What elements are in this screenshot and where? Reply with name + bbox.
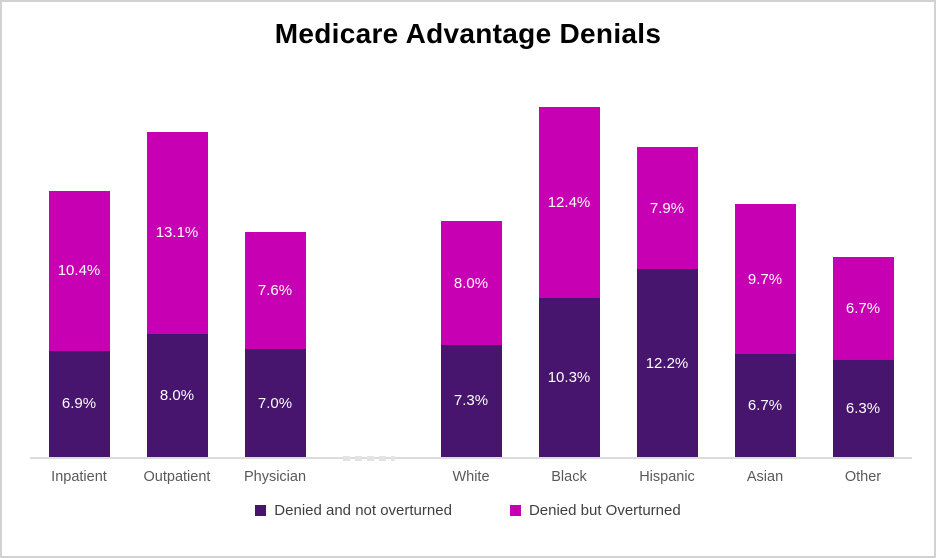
bar-slot: 6.7% 9.7% [716,82,814,457]
plot-slots: 6.9% 10.4% 8.0% 13.1% 7.0% 7.6% 7.3% 8.0% 10.3% 1… [30,82,912,461]
faint-axis-artifact [342,456,395,461]
legend-item-denied-not-overturned: Denied and not overturned [255,502,452,519]
segment-denied-not-overturned: 6.9% [48,350,110,457]
bar-slot: 6.9% 10.4% [30,82,128,457]
bar-value-label: 13.1% [155,224,199,242]
bar-value-label: 8.0% [159,386,195,404]
bar-value-label: 7.3% [453,392,489,410]
bar-slot: 10.3% 12.4% [520,82,618,457]
segment-denied-not-overturned: 7.0% [244,349,306,457]
bar-value-label: 6.3% [845,399,881,417]
x-axis-labels: Inpatient Outpatient Physician White Black Hi… [30,459,912,485]
legend: Denied and not overturned Denied but Ove… [2,502,934,519]
chart-title: Medicare Advantage Denials [274,18,662,49]
segment-denied-not-overturned: 12.2% [636,269,698,457]
segment-denied-overturned: 10.4% [48,190,110,351]
stacked-bar: 7.0% 7.6% [244,232,306,457]
bar-value-label: 12.4% [547,194,591,212]
x-axis-label: Asian [746,469,784,485]
segment-denied-not-overturned: 8.0% [146,333,208,457]
bar-value-label: 7.9% [649,199,685,217]
x-axis-label: White [452,469,490,485]
segment-denied-overturned: 6.7% [832,256,894,360]
category-spacer [324,82,422,461]
stacked-bar: 10.3% 12.4% [538,107,600,457]
bar-value-label: 6.9% [61,395,97,413]
x-axis-label: Outpatient [143,469,211,485]
stacked-bar: 7.3% 8.0% [440,221,502,457]
stacked-bar: 6.7% 9.7% [734,204,796,457]
bar-value-label: 10.3% [547,369,591,387]
x-axis-label: Physician [243,469,307,485]
bar-slot: 12.2% 7.9% [618,82,716,457]
legend-swatch-denied-not-overturned-icon [255,505,267,516]
segment-denied-overturned: 12.4% [538,107,600,299]
bar-value-label: 7.6% [257,282,293,300]
bar-value-label: 10.4% [57,262,101,280]
bar-value-label: 12.2% [645,354,689,372]
stacked-bar: 6.9% 10.4% [48,190,110,457]
stacked-bar: 6.3% 6.7% [832,256,894,457]
stacked-bar: 12.2% 7.9% [636,147,698,457]
x-axis-label: Hispanic [639,469,695,485]
bar-value-label: 9.7% [747,270,783,288]
bar-slot: 7.3% 8.0% [422,82,520,457]
bar-value-label: 8.0% [453,274,489,292]
segment-denied-overturned: 8.0% [440,221,502,345]
bar-value-label: 6.7% [845,299,881,317]
segment-denied-not-overturned: 6.7% [734,353,796,457]
bar-slot: 6.3% 6.7% [814,82,912,457]
bar-value-label: 6.7% [747,396,783,414]
segment-denied-overturned: 7.9% [636,147,698,270]
stacked-bar: 8.0% 13.1% [146,132,208,457]
segment-denied-overturned: 9.7% [734,204,796,354]
legend-item-denied-overturned: Denied but Overturned [509,502,681,519]
segment-denied-overturned: 13.1% [146,132,208,334]
segment-denied-not-overturned: 6.3% [832,359,894,457]
x-label-spacer [324,459,422,485]
legend-label: Denied but Overturned [528,502,681,519]
legend-swatch-denied-overturned-icon [509,505,521,516]
x-axis-label: Black [551,469,587,485]
bar-slot: 8.0% 13.1% [128,82,226,457]
bar-value-label: 7.0% [257,394,293,412]
x-axis-label: Inpatient [51,469,107,485]
legend-label: Denied and not overturned [274,502,452,519]
x-axis-label: Other [844,469,882,485]
segment-denied-overturned: 7.6% [244,232,306,350]
plot-area: 6.9% 10.4% 8.0% 13.1% 7.0% 7.6% 7.3% 8.0% 10.3% 1… [30,82,912,461]
segment-denied-not-overturned: 10.3% [538,298,600,457]
bar-slot: 7.0% 7.6% [226,82,324,457]
segment-denied-not-overturned: 7.3% [440,344,502,457]
